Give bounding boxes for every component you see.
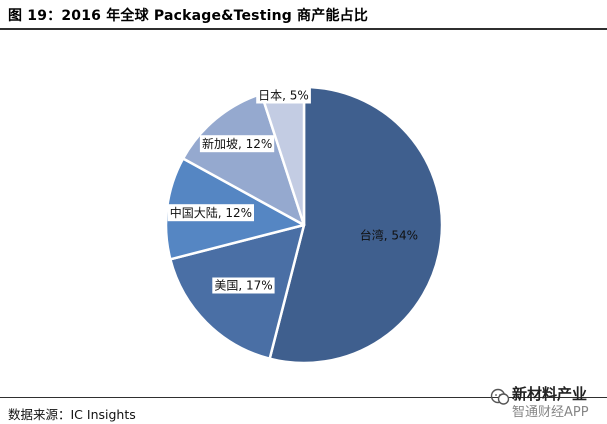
slice-label-bg-5 (256, 87, 311, 104)
watermark-line1: 新材料产业 (512, 385, 588, 403)
top-divider (0, 28, 607, 30)
slice-label-bg-4 (199, 135, 275, 153)
slice-label-bg-2 (212, 277, 275, 294)
slice-label-bg-3 (167, 204, 254, 222)
slice-label-5: 日本, 5% (258, 89, 309, 103)
slice-label-3: 中国大陆, 12% (170, 205, 252, 220)
pie-slice-1 (268, 85, 444, 365)
watermark: 新材料产业 智通财经APP (488, 381, 600, 420)
source-note: 数据来源：IC Insights (8, 407, 136, 422)
wechat-icon (490, 388, 510, 405)
slice-label-1: 台湾, 54% (360, 228, 418, 243)
watermark-line2: 智通财经APP (512, 405, 589, 420)
pie-labels: 台湾, 54% 美国, 17% 中国大陆, 12% 新加坡, 12% 日本, 5% (167, 87, 418, 294)
bottom-divider (0, 397, 607, 398)
slice-label-4: 新加坡, 12% (202, 136, 272, 151)
slice-label-2: 美国, 17% (214, 279, 272, 293)
pie-slices (164, 85, 444, 365)
figure-title: 图 19：2016 年全球 Package&Testing 商产能占比 (8, 8, 369, 24)
